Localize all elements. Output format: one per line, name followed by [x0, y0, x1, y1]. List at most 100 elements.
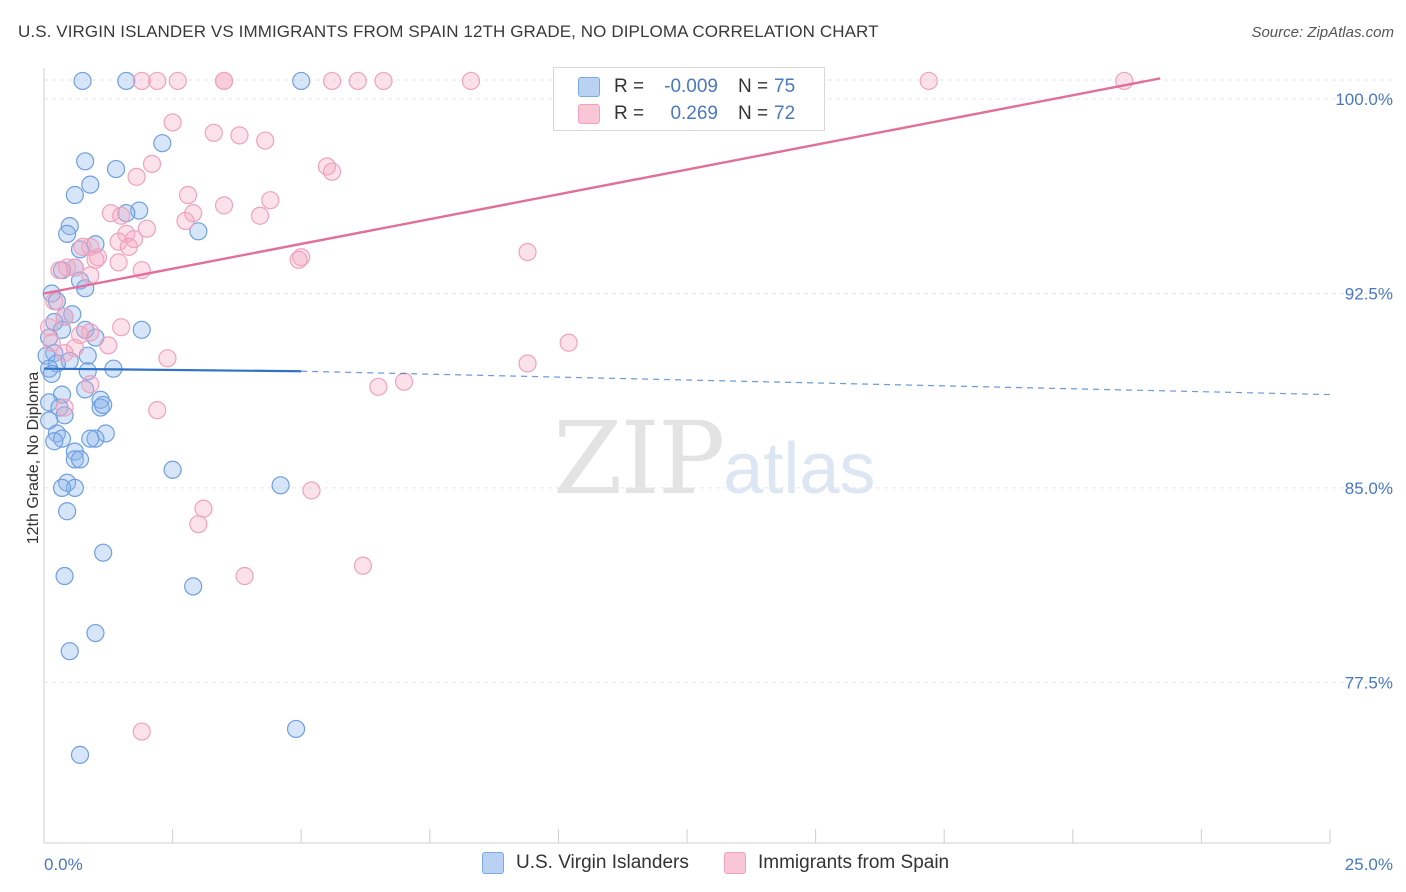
point-spain: [148, 71, 167, 91]
point-spain: [101, 204, 120, 223]
point-virgin-islanders: [52, 478, 72, 497]
y-tick-label: 85.0%: [1345, 479, 1393, 498]
stats-legend: R = -0.009 N = 75 R = 0.269 N = 72: [553, 67, 825, 131]
bottom-legend-label: Immigrants from Spain: [758, 852, 950, 873]
bottom-legend-swatch-pink: [724, 852, 746, 874]
point-virgin-islanders: [91, 390, 110, 409]
point-spain: [55, 307, 74, 326]
watermark-atlas: atlas: [723, 429, 876, 509]
point-virgin-islanders: [70, 745, 90, 764]
point-spain: [109, 232, 128, 251]
point-virgin-islanders: [153, 134, 172, 153]
point-virgin-islanders: [65, 478, 84, 497]
point-spain: [42, 333, 61, 352]
point-virgin-islanders: [65, 450, 84, 469]
point-spain: [189, 515, 208, 534]
point-spain: [235, 566, 254, 586]
point-spain: [40, 318, 59, 337]
point-spain: [394, 372, 414, 391]
point-virgin-islanders: [117, 204, 136, 223]
point-spain: [86, 250, 105, 269]
x-tick-label: 0.0%: [44, 855, 83, 874]
point-spain: [55, 398, 74, 417]
point-spain: [158, 349, 177, 368]
axes: [43, 68, 1331, 844]
point-spain: [112, 206, 131, 225]
legend-row-spain: R = 0.269 N = 72: [578, 101, 795, 127]
legend-swatch-pink: [578, 104, 600, 124]
point-spain: [317, 157, 337, 176]
point-virgin-islanders: [271, 476, 290, 495]
point-spain: [127, 167, 146, 186]
point-spain: [163, 113, 182, 132]
bottom-legend-swatch-blue: [482, 852, 504, 874]
point-spain: [88, 248, 108, 267]
point-virgin-islanders: [163, 460, 182, 479]
point-spain: [112, 318, 131, 337]
point-spain: [81, 266, 100, 285]
point-virgin-islanders: [70, 450, 90, 469]
point-spain: [518, 354, 537, 373]
y-tick-label: 92.5%: [1345, 285, 1393, 304]
point-virgin-islanders: [86, 623, 105, 643]
point-spain: [322, 162, 342, 181]
point-spain: [374, 71, 393, 91]
axis-labels: 100.0% 92.5% 85.0% 77.5% 0.0% 25.0% 12th Grade…: [25, 90, 1393, 874]
legend-n-label: N =: [738, 103, 769, 124]
point-spain: [518, 242, 537, 262]
point-virgin-islanders: [132, 320, 151, 339]
point-spain: [292, 248, 311, 267]
point-spain: [322, 71, 342, 91]
point-spain: [55, 344, 74, 363]
legend-r-value: -0.009: [664, 76, 718, 97]
point-spain: [119, 237, 138, 256]
point-spain: [178, 185, 198, 205]
point-spain: [148, 401, 167, 420]
point-spain: [261, 191, 280, 210]
legend-swatch-blue: [578, 77, 600, 97]
grid-lines: [44, 79, 1392, 683]
point-virgin-islanders: [117, 71, 136, 91]
bottom-legend: U.S. Virgin Islanders Immigrants from Sp…: [0, 852, 1406, 878]
point-spain: [250, 206, 270, 225]
point-spain: [132, 71, 151, 91]
point-spain: [461, 71, 481, 91]
bottom-legend-spain: Immigrants from Spain: [724, 852, 949, 874]
point-virgin-islanders: [55, 566, 74, 586]
point-spain: [99, 336, 118, 355]
point-spain: [81, 323, 100, 342]
legend-n-value: 75: [774, 76, 796, 97]
point-spain: [73, 237, 92, 256]
legend-r-label: R =: [614, 76, 645, 97]
point-virgin-islanders: [58, 502, 77, 521]
point-spain: [214, 71, 234, 91]
point-virgin-islanders: [91, 398, 110, 417]
trend-line-virgin-islanders: [43, 367, 302, 373]
point-spain: [256, 131, 275, 150]
point-virgin-islanders: [86, 429, 105, 448]
point-virgin-islanders: [292, 71, 311, 91]
point-spain: [204, 123, 223, 142]
point-virgin-islanders: [189, 222, 208, 241]
point-spain: [168, 71, 187, 91]
legend-n-value: 72: [774, 103, 796, 124]
point-virgin-islanders: [45, 432, 64, 451]
point-spain: [132, 722, 151, 741]
chart-title: U.S. VIRGIN ISLANDER VS IMMIGRANTS FROM …: [18, 22, 879, 41]
legend-row-virgin-islanders: R = -0.009 N = 75: [578, 74, 795, 100]
watermark-zip: ZIP: [553, 400, 725, 517]
trend-lines: [43, 77, 1331, 396]
watermark: ZIPatlas: [553, 400, 875, 517]
point-spain: [142, 154, 162, 174]
series-virgin-islanders: [37, 71, 311, 764]
legend-n-label: N =: [738, 76, 769, 97]
point-spain: [289, 250, 308, 269]
bottom-legend-label: U.S. Virgin Islanders: [516, 852, 689, 873]
point-spain: [109, 253, 128, 272]
point-spain: [369, 377, 388, 396]
y-tick-label: 100.0%: [1335, 90, 1393, 109]
point-spain: [214, 196, 234, 215]
point-spain: [184, 204, 203, 223]
point-spain: [137, 219, 156, 238]
